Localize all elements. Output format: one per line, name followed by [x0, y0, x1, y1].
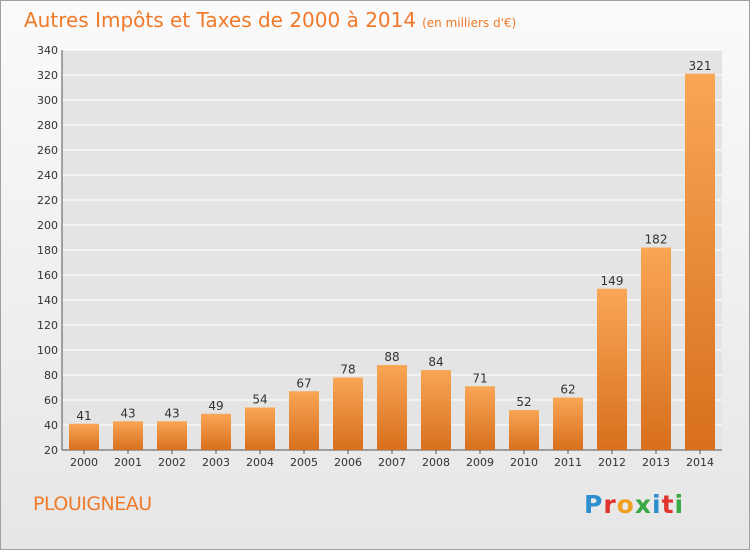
proxiti-logo: Proxiti — [584, 490, 685, 519]
bar — [289, 391, 319, 450]
bar — [113, 421, 143, 450]
data-label: 49 — [208, 399, 223, 413]
x-tick-label: 2014 — [686, 456, 714, 469]
bar — [421, 370, 451, 450]
data-label: 43 — [120, 406, 135, 420]
x-tick-label: 2004 — [246, 456, 274, 469]
bar — [69, 423, 99, 450]
bar — [597, 288, 627, 450]
y-tick-label: 180 — [37, 244, 58, 257]
bar — [333, 377, 363, 450]
y-tick-label: 280 — [37, 119, 58, 132]
x-tick-label: 2010 — [510, 456, 538, 469]
data-label: 149 — [601, 274, 624, 288]
commune-name: PLOUIGNEAU — [33, 493, 152, 515]
data-label: 67 — [296, 376, 311, 390]
x-tick-label: 2002 — [158, 456, 186, 469]
bar — [553, 397, 583, 450]
x-tick-label: 2008 — [422, 456, 450, 469]
bar — [201, 413, 231, 450]
x-tick-label: 2012 — [598, 456, 626, 469]
data-label: 182 — [645, 233, 668, 247]
bar — [157, 421, 187, 450]
y-tick-label: 120 — [37, 319, 58, 332]
data-label: 43 — [164, 406, 179, 420]
chart-subtitle: (en milliers d'€) — [422, 16, 517, 30]
y-tick-label: 160 — [37, 269, 58, 282]
data-label: 41 — [76, 409, 91, 423]
data-label: 54 — [252, 393, 267, 407]
data-label: 52 — [516, 395, 531, 409]
x-tick-label: 2009 — [466, 456, 494, 469]
bar — [641, 247, 671, 450]
data-label: 88 — [384, 350, 399, 364]
y-tick-label: 220 — [37, 194, 58, 207]
data-label: 321 — [689, 59, 712, 73]
x-tick-label: 2006 — [334, 456, 362, 469]
x-tick-label: 2013 — [642, 456, 670, 469]
bar — [377, 365, 407, 450]
bar — [509, 410, 539, 450]
y-tick-label: 80 — [44, 369, 58, 382]
y-tick-label: 260 — [37, 144, 58, 157]
y-tick-label: 200 — [37, 219, 58, 232]
y-tick-label: 60 — [44, 394, 58, 407]
x-tick-label: 2000 — [70, 456, 98, 469]
y-tick-label: 240 — [37, 169, 58, 182]
y-tick-label: 20 — [44, 444, 58, 457]
bar — [685, 73, 715, 450]
x-tick-label: 2007 — [378, 456, 406, 469]
bar — [465, 386, 495, 450]
y-tick-label: 320 — [37, 69, 58, 82]
bar — [245, 407, 275, 450]
y-tick-label: 140 — [37, 294, 58, 307]
x-tick-label: 2003 — [202, 456, 230, 469]
y-tick-label: 40 — [44, 419, 58, 432]
data-label: 62 — [560, 383, 575, 397]
title-text: Autres Impôts et Taxes de 2000 à 2014 — [24, 8, 417, 32]
x-tick-label: 2005 — [290, 456, 318, 469]
x-tick-label: 2011 — [554, 456, 582, 469]
data-label: 71 — [472, 371, 487, 385]
x-tick-label: 2001 — [114, 456, 142, 469]
data-label: 78 — [340, 363, 355, 377]
data-label: 84 — [428, 355, 443, 369]
y-tick-label: 300 — [37, 94, 58, 107]
chart-title: Autres Impôts et Taxes de 2000 à 2014 (en… — [24, 8, 516, 32]
y-tick-label: 340 — [37, 44, 58, 57]
y-tick-label: 100 — [37, 344, 58, 357]
